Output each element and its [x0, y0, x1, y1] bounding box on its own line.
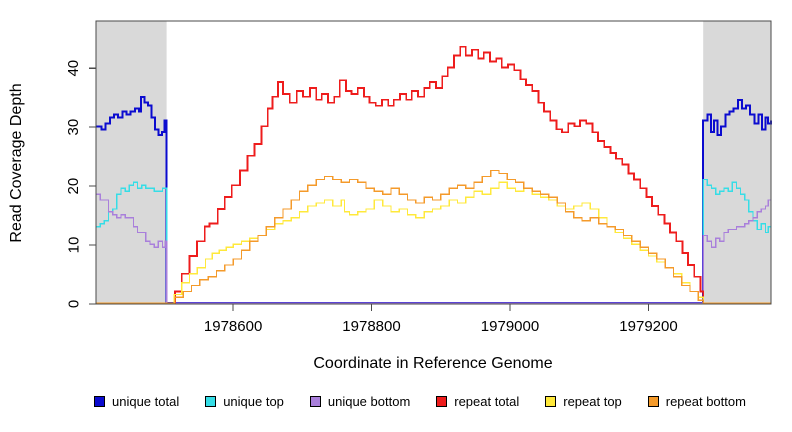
x-axis-title: Coordinate in Reference Genome — [313, 355, 552, 372]
legend-item-unique-bottom: unique bottom — [309, 394, 411, 409]
x-tick-label: 1979200 — [619, 318, 677, 335]
x-tick-label: 1979000 — [481, 318, 539, 335]
legend-label: unique total — [112, 394, 180, 409]
legend-label: repeat total — [454, 394, 520, 409]
legend-item-repeat-total: repeat total — [436, 395, 519, 408]
y-tick-label: 0 — [65, 300, 82, 308]
legend-item-repeat-top: repeat top — [545, 395, 622, 408]
legend-swatch-unique-bottom — [309, 396, 321, 407]
series-lines — [96, 45, 772, 305]
legend-swatch-repeat-bottom — [647, 396, 659, 407]
y-tick-label: 10 — [65, 237, 82, 254]
series-line-unique-bottom — [96, 193, 772, 304]
x-tick-label: 1978800 — [342, 318, 400, 335]
legend-item-repeat-bottom: repeat bottom — [647, 394, 746, 409]
series-line-repeat-total — [96, 45, 771, 305]
y-axis-title: Read Coverage Depth — [8, 83, 25, 242]
legend-swatch-repeat-total — [436, 396, 448, 407]
legend-label: unique top — [223, 394, 284, 409]
series-line-repeat-top — [96, 181, 771, 304]
legend-item-unique-total: unique total — [94, 395, 179, 408]
y-tick-label: 20 — [65, 178, 82, 195]
legend-swatch-unique-top — [205, 396, 217, 407]
legend-label: unique bottom — [327, 394, 411, 409]
y-tick-label: 30 — [65, 119, 82, 136]
shaded-region — [703, 21, 771, 304]
shaded-region — [96, 21, 167, 304]
legend-label: repeat bottom — [665, 394, 746, 409]
legend-swatch-repeat-top — [545, 396, 557, 407]
y-tick-label: 40 — [65, 60, 82, 77]
legend-swatch-unique-total — [94, 396, 105, 407]
x-tick-label: 1978600 — [204, 318, 262, 335]
legend-label: repeat top — [563, 394, 622, 409]
plot-border — [95, 20, 772, 305]
series-line-repeat-bottom — [96, 169, 771, 304]
legend-item-unique-top: unique top — [205, 395, 284, 408]
axes: 1978600 1978800 1979000 1979200 0 10 20 30 40 — [65, 20, 772, 335]
shaded-regions — [96, 21, 771, 304]
legend: unique total unique top unique bottom repea… — [94, 395, 746, 408]
